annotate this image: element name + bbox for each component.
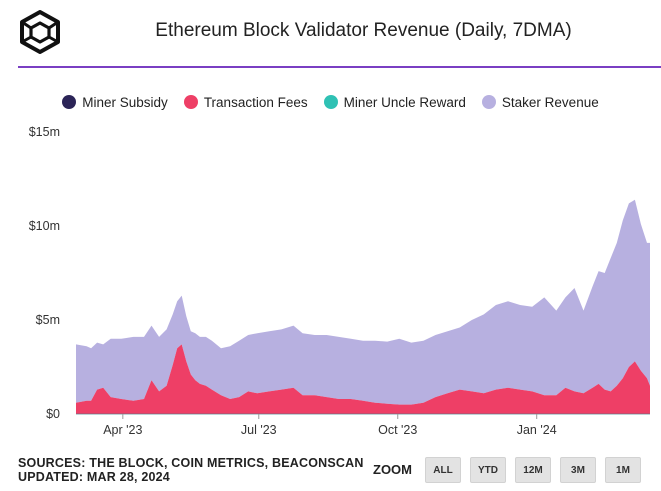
zoom-all-button[interactable]: ALL [425,457,461,483]
chart-header: Ethereum Block Validator Revenue (Daily,… [0,0,661,68]
y-tick-label: $5m [36,313,60,327]
legend-label: Miner Uncle Reward [343,94,466,110]
chart-legend: Miner Subsidy Transaction Fees Miner Unc… [0,92,661,112]
legend-label: Staker Revenue [501,94,599,110]
x-tick-label: Oct '23 [378,423,417,437]
area-chart: $0 $5m $10m $15m Apr '23 Jul '23 Oct '23 Jan '2… [29,125,650,437]
sources-note: SOURCES: THE BLOCK, COIN METRICS, BEACON… [18,456,364,484]
legend-item-miner-uncle-reward[interactable]: Miner Uncle Reward [323,92,466,112]
zoom-ytd-button[interactable]: YTD [470,457,506,483]
x-tick-label: Jan '24 [517,423,557,437]
legend-label: Miner Subsidy [82,94,168,110]
legend-item-miner-subsidy[interactable]: Miner Subsidy [62,92,168,112]
zoom-controls: ALL YTD 12M 3M 1M [425,457,641,483]
header-divider [18,66,661,68]
zoom-3m-button[interactable]: 3M [560,457,596,483]
legend-item-staker-revenue[interactable]: Staker Revenue [481,92,599,112]
legend-dot-miner-subsidy [62,95,77,109]
legend-dot-miner-uncle-reward [323,95,338,109]
y-tick-label: $10m [29,219,60,233]
y-tick-label: $0 [46,407,60,421]
series-area-transaction-fees[interactable] [76,344,650,414]
legend-dot-staker-revenue [481,95,496,109]
zoom-label: ZOOM [373,462,412,477]
zoom-1m-button[interactable]: 1M [605,457,641,483]
legend-label: Transaction Fees [203,94,308,110]
legend-item-transaction-fees[interactable]: Transaction Fees [183,92,308,112]
x-tick-label: Jul '23 [241,423,277,437]
x-tick-label: Apr '23 [103,423,142,437]
updated-text: UPDATED: MAR 28, 2024 [18,470,170,484]
y-tick-label: $15m [29,125,60,139]
cube-logo-icon [20,10,60,54]
sources-text: SOURCES: THE BLOCK, COIN METRICS, BEACON… [18,456,364,470]
legend-dot-transaction-fees [183,95,198,109]
zoom-12m-button[interactable]: 12M [515,457,551,483]
series-area-staker-revenue[interactable] [76,199,650,405]
chart-title: Ethereum Block Validator Revenue (Daily,… [155,20,572,41]
